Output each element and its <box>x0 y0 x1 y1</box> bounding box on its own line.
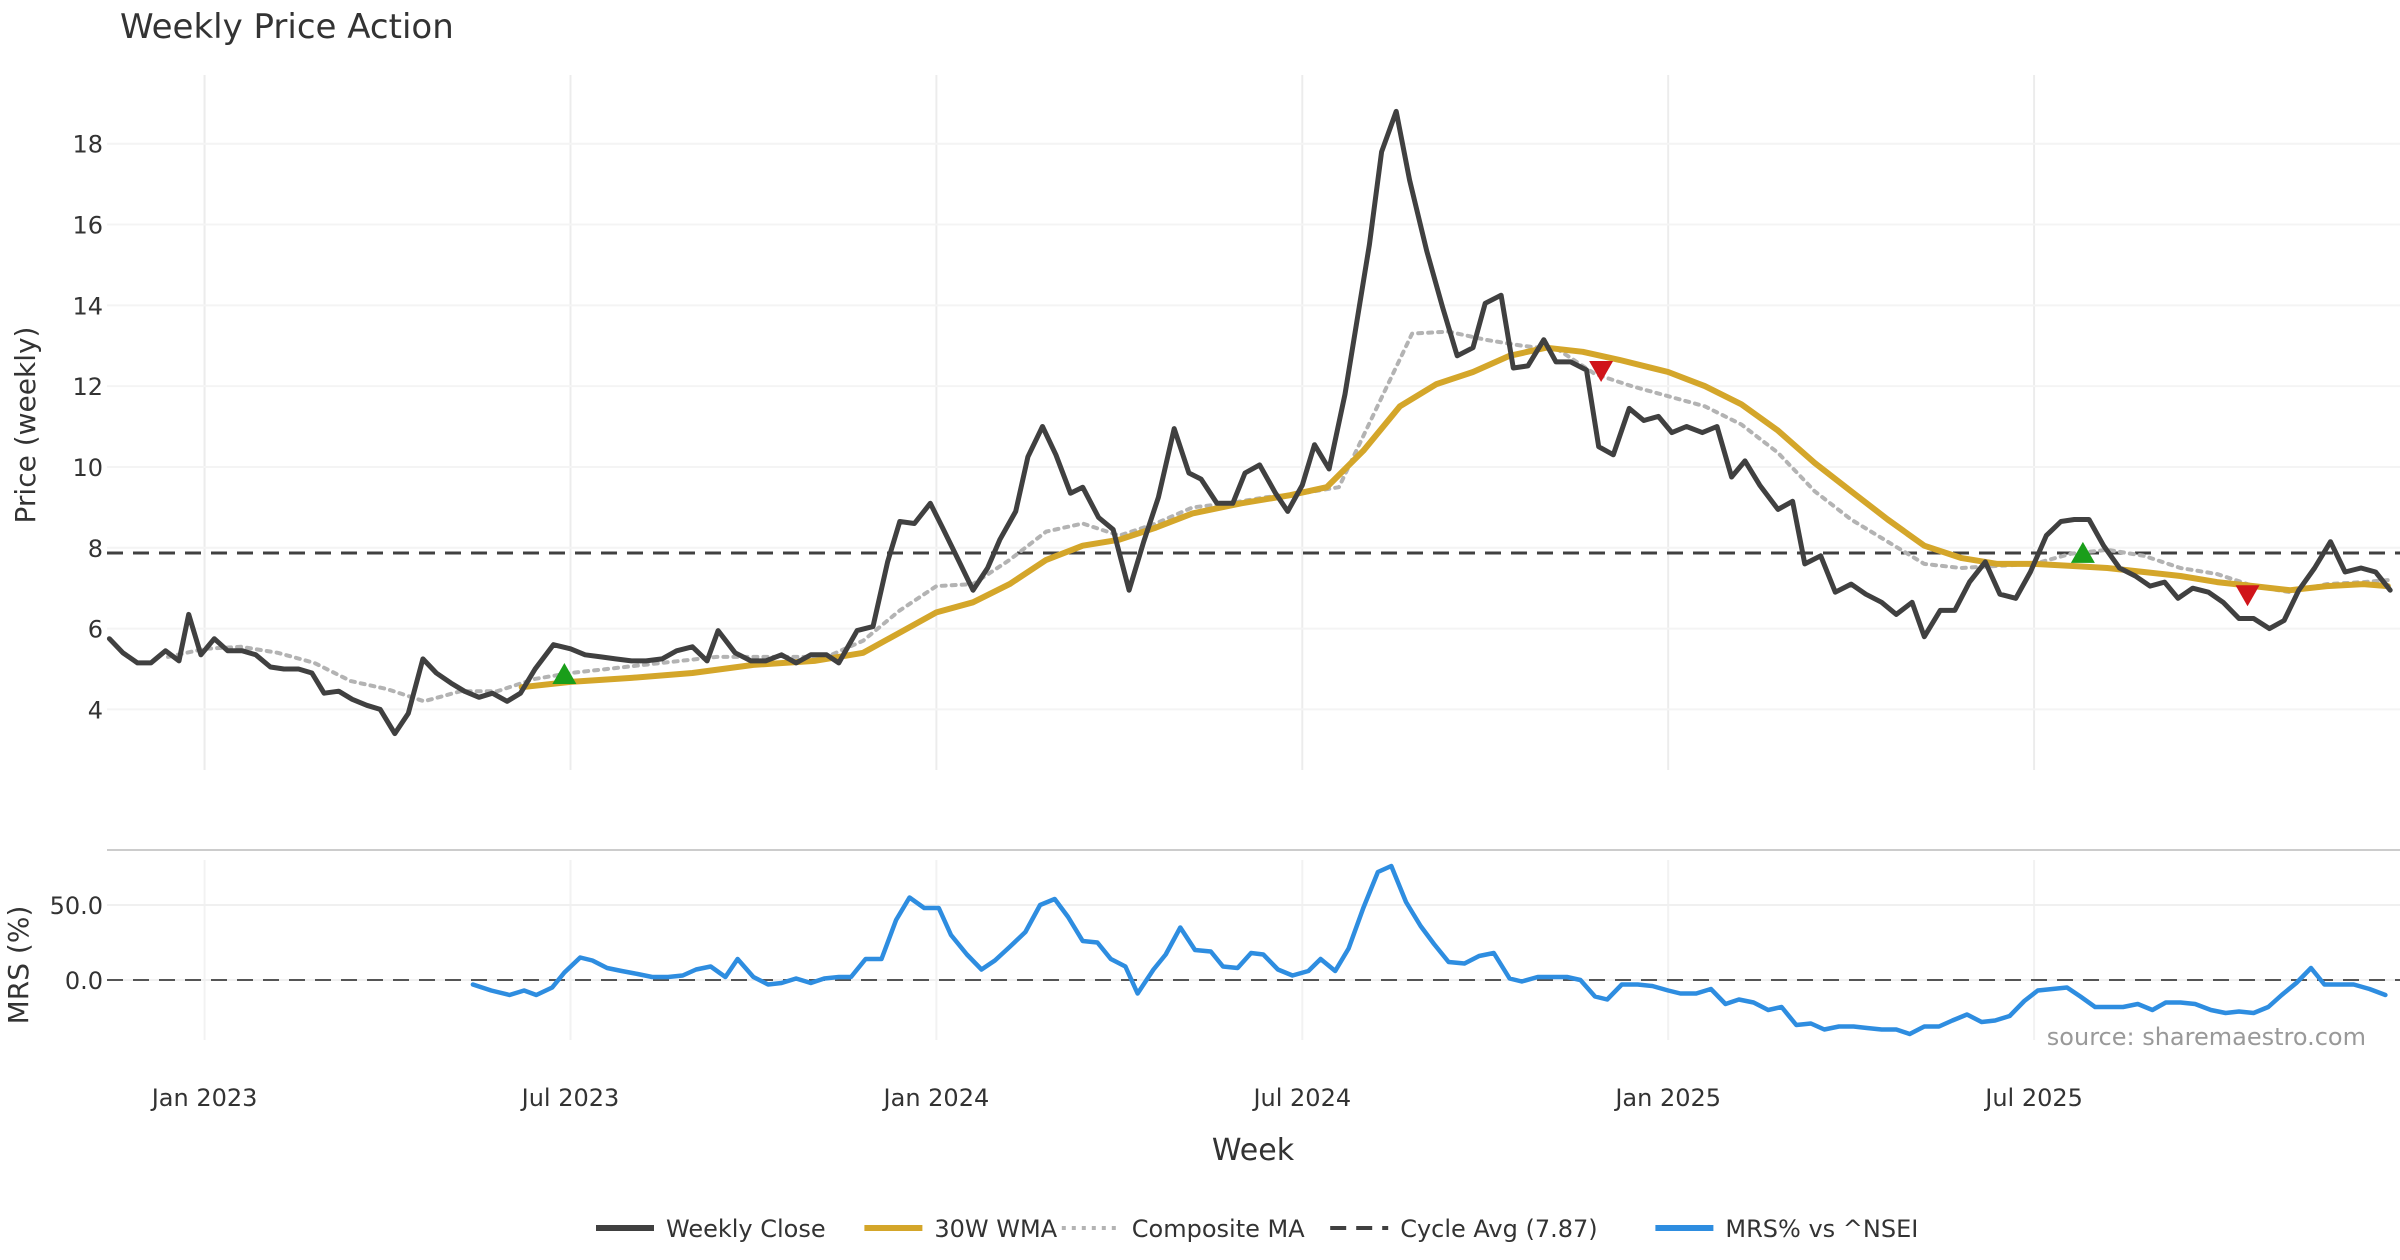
price-panel: 4 6 8 10 12 14 16 18 Price (weekly) <box>9 75 2400 770</box>
legend-label: 30W WMA <box>934 1215 1057 1243</box>
signal-markers <box>552 360 2260 685</box>
buy-signal-marker-2 <box>2070 541 2095 563</box>
x-tick-label: Jul 2024 <box>1251 1084 1351 1112</box>
legend-item-cycle-avg-7-87: Cycle Avg (7.87) <box>1330 1215 1598 1243</box>
price-y-ticks: 4 6 8 10 12 14 16 18 <box>72 131 103 725</box>
price-y-tick-label: 12 <box>72 373 103 401</box>
source-annotation: source: sharemaestro.com <box>2047 1023 2366 1051</box>
price-y-tick-label: 4 <box>88 696 103 724</box>
legend-label: Cycle Avg (7.87) <box>1400 1215 1597 1243</box>
mrs-y-axis-label: MRS (%) <box>2 906 35 1025</box>
x-tick-label: Jul 2023 <box>520 1084 620 1112</box>
legend-item-composite-ma: Composite MA <box>1061 1215 1305 1243</box>
mrs-series <box>470 863 2388 1037</box>
sell-signal-marker-1 <box>1589 360 1614 382</box>
chart-title: Weekly Price Action <box>120 7 454 47</box>
price-y-tick-label: 18 <box>72 131 103 159</box>
sell-signal-marker-3 <box>2235 585 2260 607</box>
price-y-tick-label: 10 <box>72 454 103 482</box>
legend-item-30w-wma: 30W WMA <box>864 1215 1058 1243</box>
x-axis-ticks: Jan 2023 Jul 2023 Jan 2024 Jul 2024 Jan 2025… <box>150 1084 2083 1112</box>
legend-label: Composite MA <box>1132 1215 1305 1243</box>
series-30w-wma <box>518 344 2391 691</box>
price-y-tick-label: 16 <box>72 212 103 240</box>
series-weekly-close <box>106 108 2393 737</box>
x-axis-label: Week <box>1212 1133 1295 1168</box>
legend-item-mrs-vs-nsei: MRS% vs ^NSEI <box>1655 1215 1918 1243</box>
price-series <box>106 108 2393 737</box>
x-tick-label: Jul 2025 <box>1983 1084 2083 1112</box>
x-tick-label: Jan 2025 <box>1613 1084 1721 1112</box>
legend: Weekly Close 30W WMA Composite MA Cycle Avg… <box>596 1215 1918 1243</box>
x-tick-label: Jan 2023 <box>150 1084 258 1112</box>
price-y-tick-label: 8 <box>88 535 103 563</box>
price-y-axis-label: Price (weekly) <box>9 327 42 524</box>
mrs-y-ticks: 0.0 50.0 <box>50 892 103 995</box>
buy-signal-marker-0 <box>552 663 577 685</box>
price-y-tick-label: 14 <box>72 292 103 320</box>
mrs-grid <box>107 860 2400 1040</box>
mrs-y-tick-label: 0.0 <box>65 967 103 995</box>
mrs-panel: 0.0 50.0 MRS (%) source: sharemaestro.com <box>2 860 2400 1051</box>
mrs-y-tick-label: 50.0 <box>50 892 103 920</box>
legend-item-weekly-close: Weekly Close <box>596 1215 826 1243</box>
price-grid <box>107 75 2400 770</box>
legend-label: Weekly Close <box>666 1215 826 1243</box>
series-mrs <box>470 863 2388 1037</box>
price-y-tick-label: 6 <box>88 616 103 644</box>
legend-label: MRS% vs ^NSEI <box>1725 1215 1918 1243</box>
x-tick-label: Jan 2024 <box>882 1084 990 1112</box>
